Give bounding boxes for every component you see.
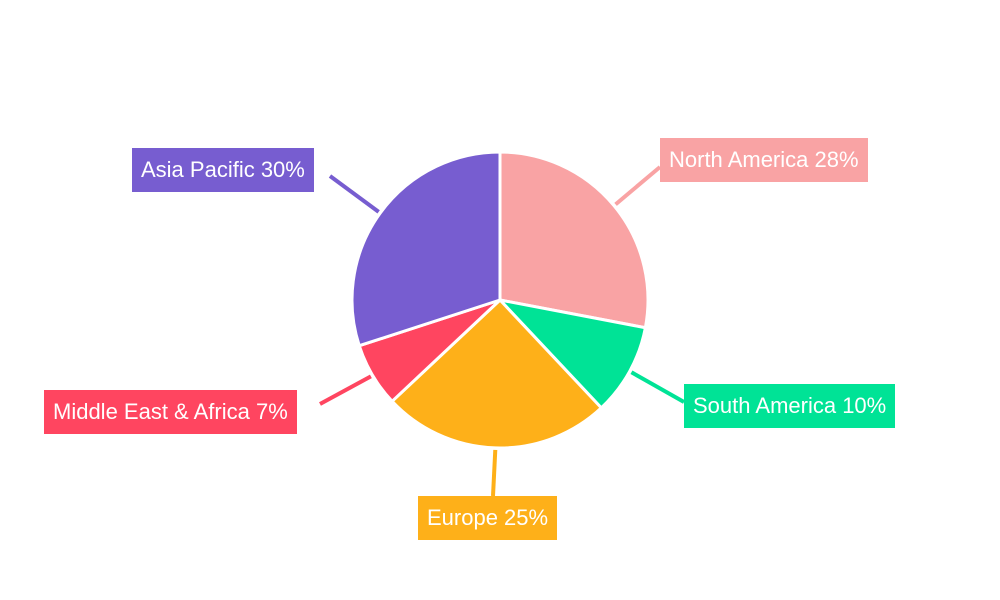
data-label: Asia Pacific 30% <box>132 148 314 192</box>
pie-slice-south-america[interactable] <box>495 297 648 411</box>
pie-slice-north-america[interactable] <box>498 150 650 330</box>
data-label: North America 28% <box>660 138 868 182</box>
label-connector <box>491 449 498 497</box>
data-label: South America 10% <box>684 384 896 428</box>
data-label: Middle East & Africa 7% <box>44 390 297 434</box>
label-connector <box>614 165 662 206</box>
label-connector <box>319 374 372 406</box>
data-label: Europe 25% <box>418 496 558 540</box>
pie-slice-europe[interactable] <box>389 297 604 450</box>
pie-slice-asia-pacific[interactable] <box>350 150 502 348</box>
label-connector <box>328 174 380 214</box>
label-connector <box>630 370 685 404</box>
